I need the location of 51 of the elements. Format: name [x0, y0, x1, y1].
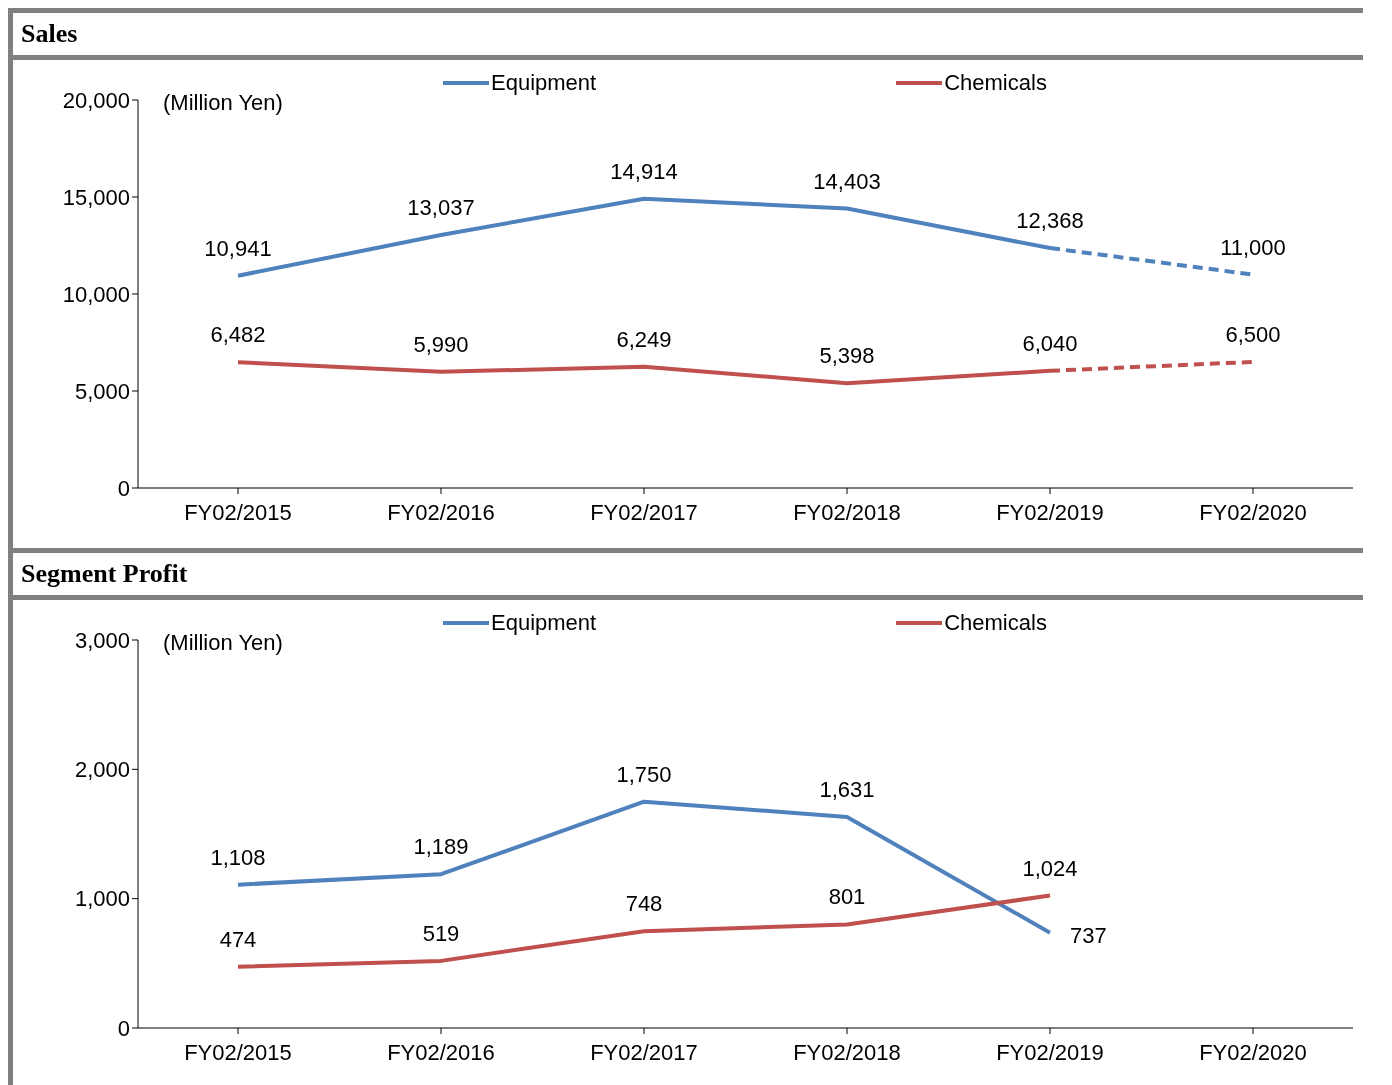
annotation: (Million Yen)	[163, 90, 283, 116]
chart-title: Segment Profit	[13, 553, 1363, 600]
data-label: 519	[422, 920, 460, 946]
x-tick-label: FY02/2020	[1199, 499, 1307, 525]
legend-label: Equipment	[491, 70, 597, 96]
y-tick-label: 20,000	[62, 87, 130, 113]
data-label: 737	[1070, 922, 1107, 948]
data-label: 5,398	[819, 343, 875, 369]
data-label: 1,024	[1022, 855, 1078, 881]
x-tick-label: FY02/2018	[793, 1039, 901, 1065]
data-label: 6,249	[616, 326, 672, 352]
x-tick-label: FY02/2016	[387, 1039, 495, 1065]
x-tick-label: FY02/2016	[387, 499, 495, 525]
data-label: 6,040	[1022, 330, 1078, 356]
data-label: 13,037	[407, 195, 475, 221]
data-label: 10,941	[204, 235, 272, 261]
data-label: 14,403	[813, 168, 881, 194]
x-tick-label: FY02/2017	[590, 499, 698, 525]
data-label: 14,914	[610, 158, 678, 184]
chart-title: Sales	[13, 13, 1363, 60]
data-label: 1,750	[616, 761, 672, 787]
x-tick-label: FY02/2019	[996, 499, 1104, 525]
x-tick-label: FY02/2019	[996, 1039, 1104, 1065]
data-label: 1,189	[413, 834, 469, 860]
y-tick-label: 3,000	[74, 627, 130, 653]
data-label: 11,000	[1220, 234, 1286, 260]
data-label: 5,990	[413, 331, 469, 357]
legend-label: Chemicals	[944, 70, 1047, 96]
data-label: 6,500	[1225, 321, 1281, 347]
legend-label: Chemicals	[944, 610, 1047, 636]
x-tick-label: FY02/2020	[1199, 1039, 1307, 1065]
x-tick-label: FY02/2015	[184, 499, 292, 525]
data-label: 1,108	[210, 844, 266, 870]
y-tick-label: 15,000	[62, 184, 130, 210]
x-tick-label: FY02/2017	[590, 1039, 698, 1065]
data-label: 748	[625, 891, 663, 917]
legend-label: Equipment	[491, 610, 597, 636]
x-tick-label: FY02/2018	[793, 499, 901, 525]
annotation: (Million Yen)	[163, 630, 283, 656]
x-tick-label: FY02/2015	[184, 1039, 292, 1065]
data-label: 6,482	[210, 322, 266, 348]
data-label: 474	[219, 926, 257, 952]
y-tick-label: 10,000	[62, 281, 130, 307]
data-label: 12,368	[1016, 208, 1084, 234]
y-tick-label: 2,000	[74, 757, 130, 783]
y-tick-label: 5,000	[74, 378, 130, 404]
y-tick-label: 1,000	[74, 886, 130, 912]
data-label: 801	[828, 884, 866, 910]
y-tick-label: 0	[117, 1015, 130, 1041]
data-label: 1,631	[819, 777, 875, 803]
y-tick-label: 0	[117, 475, 130, 501]
